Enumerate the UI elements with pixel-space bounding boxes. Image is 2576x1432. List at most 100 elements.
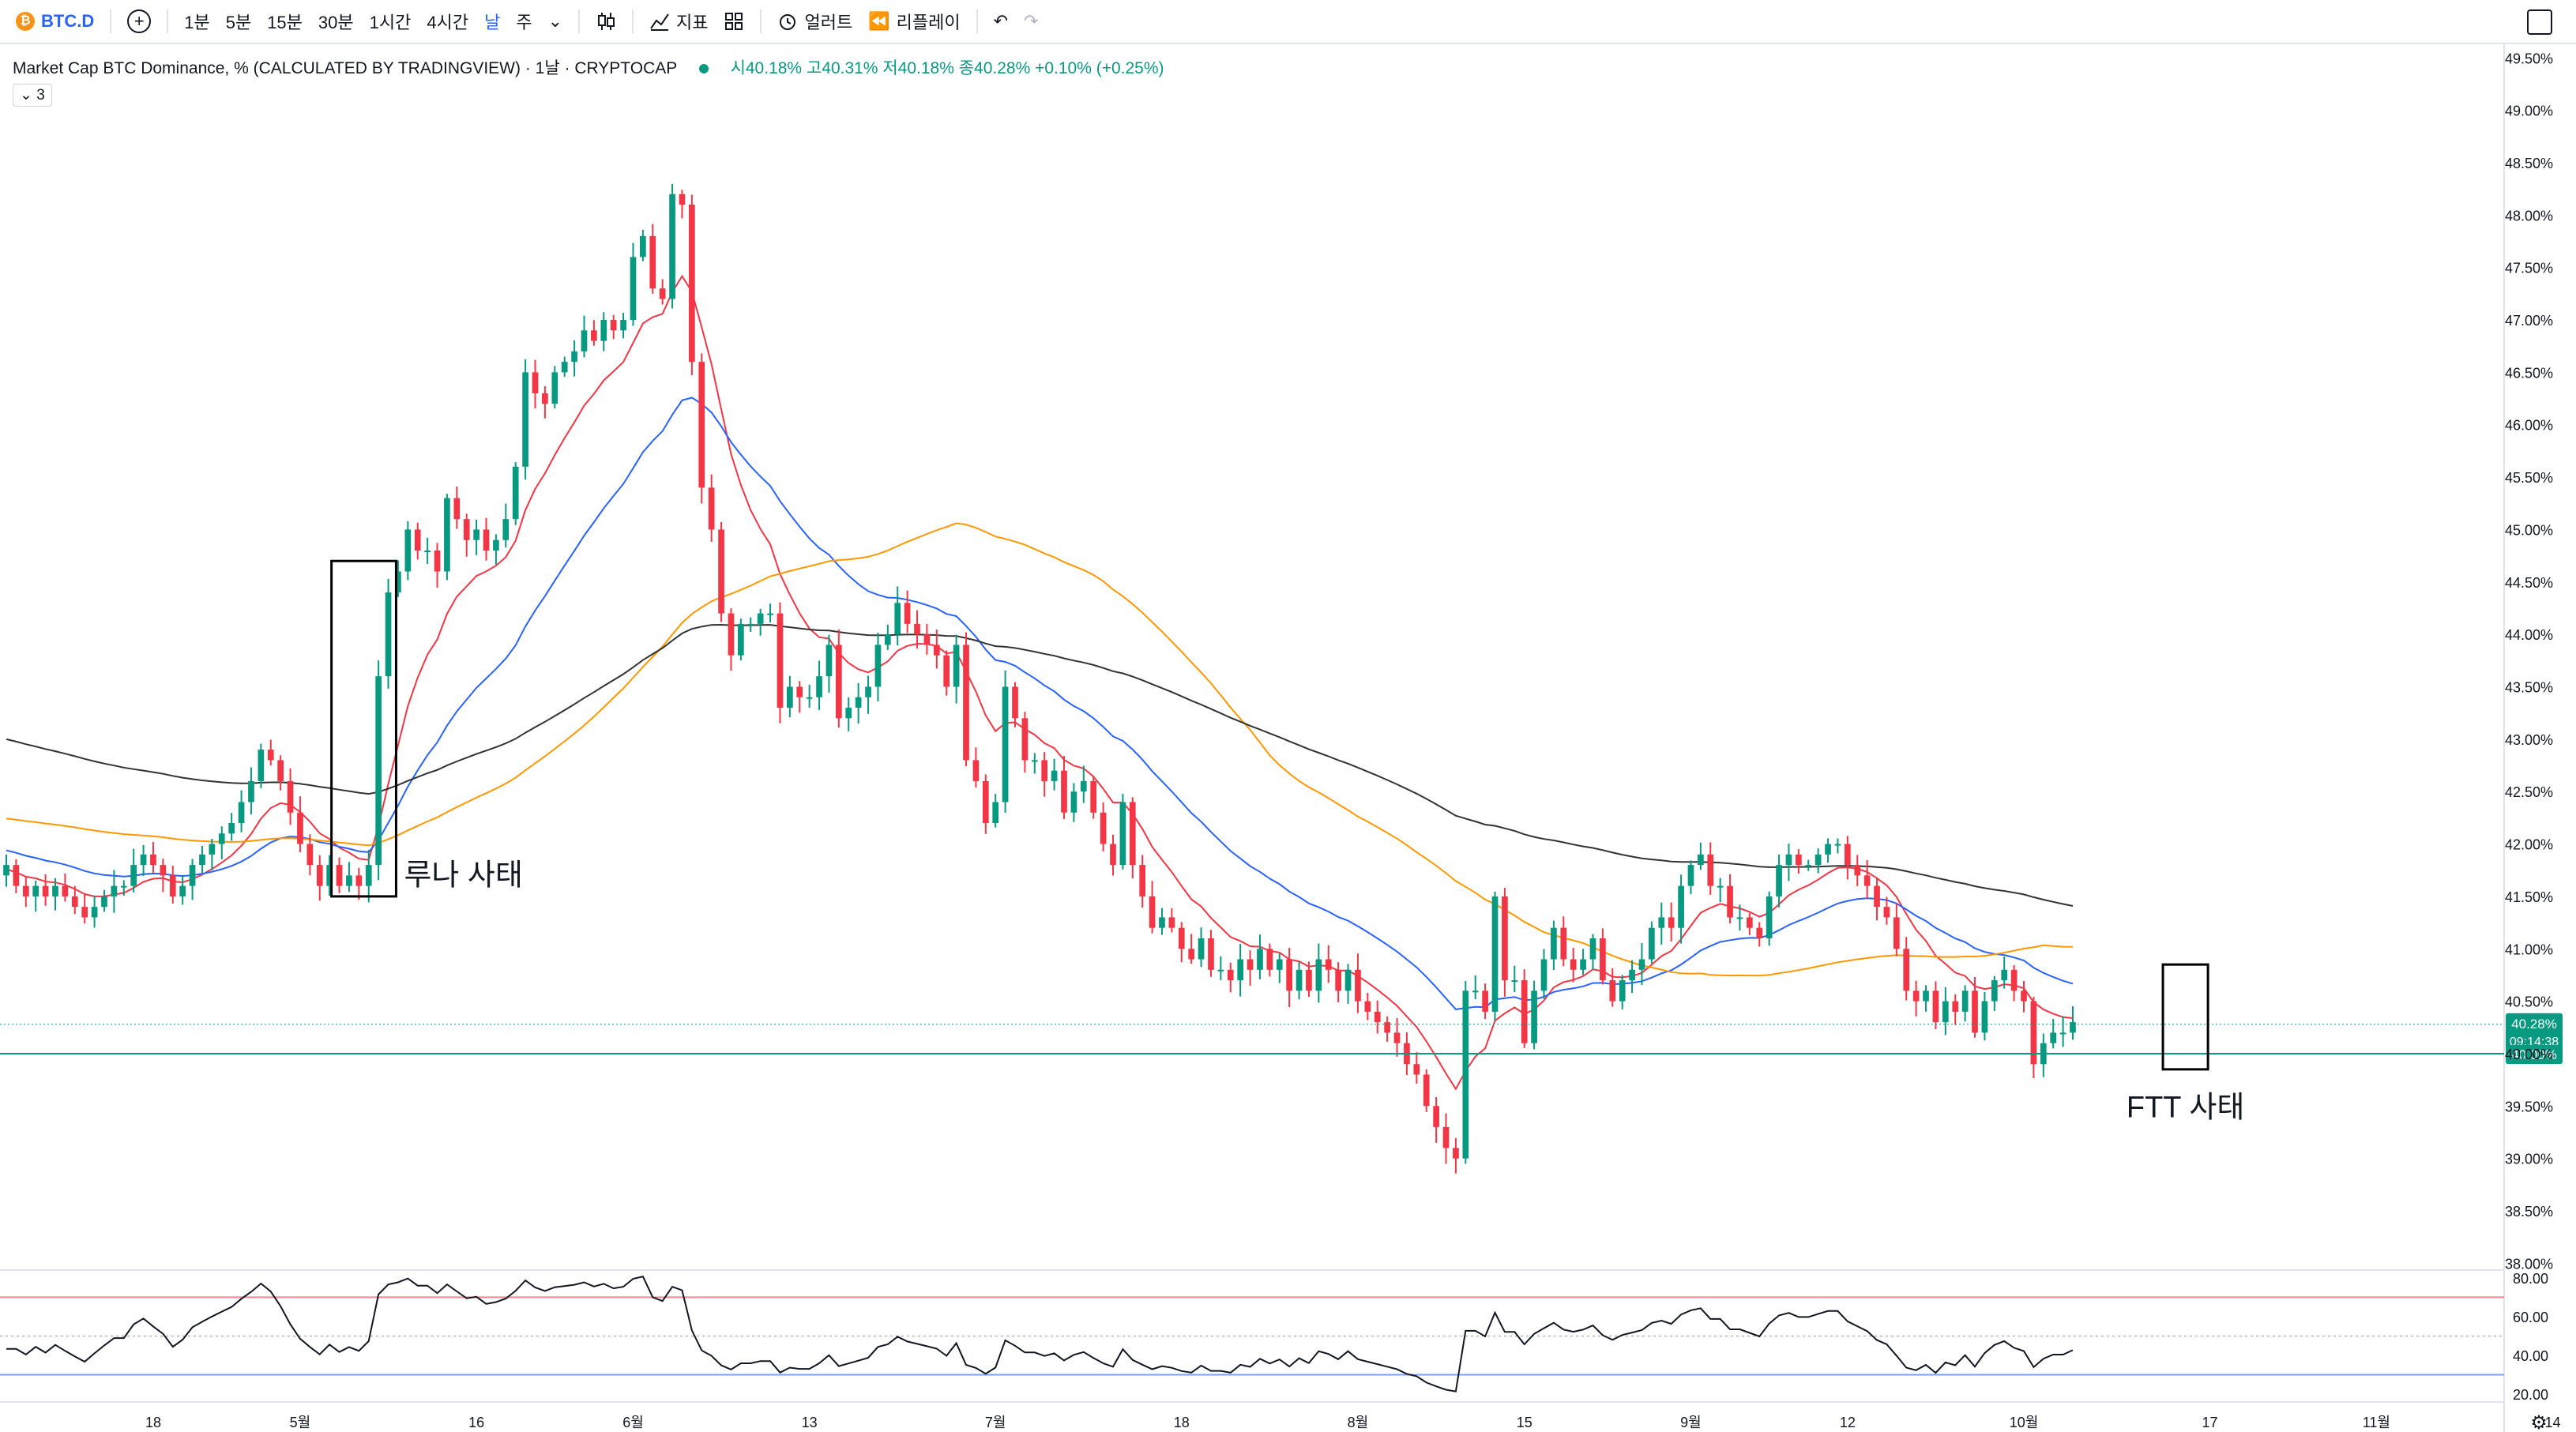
candle-body: [1619, 980, 1626, 1002]
alarm-clock-icon: [780, 14, 796, 30]
candle-body: [1932, 990, 1939, 1023]
price-tick-label: 44.50%: [2505, 575, 2553, 591]
candle-body: [1423, 1074, 1430, 1107]
candle-body: [679, 194, 686, 205]
candle-body: [561, 362, 568, 373]
candle-body: [1325, 959, 1332, 970]
price-tick-label: 41.50%: [2505, 889, 2553, 905]
symbol-name[interactable]: BTC.D: [41, 11, 95, 31]
candle-body: [1658, 917, 1665, 928]
ma-black-line: [6, 623, 2074, 907]
candle-body: [62, 885, 69, 896]
candle-body: [1266, 949, 1273, 970]
candle-body: [22, 885, 29, 896]
candle-body: [1276, 959, 1283, 970]
candle-body: [1776, 865, 1782, 896]
candle-body: [1668, 917, 1675, 928]
interval-2[interactable]: 15분: [267, 13, 303, 32]
candle-body: [1472, 990, 1479, 993]
rsi-line: [6, 1275, 2074, 1393]
candle-body: [1845, 844, 1851, 866]
candle-body: [2059, 1032, 2066, 1035]
interval-1[interactable]: 5분: [225, 13, 252, 32]
last-price-tag: [2506, 1013, 2563, 1051]
candles-icon: [598, 13, 615, 30]
alert-button[interactable]: 얼러트: [777, 9, 852, 34]
grid-icon: [725, 13, 743, 30]
interval-0[interactable]: 1분: [184, 13, 210, 32]
candle-body: [287, 780, 294, 813]
candle-body: [1335, 969, 1341, 991]
layouts-button[interactable]: [724, 11, 744, 32]
candle-body: [933, 645, 940, 656]
candle-body: [689, 205, 695, 363]
price-tick-label: 39.00%: [2505, 1152, 2553, 1167]
candle-body: [169, 875, 176, 896]
candle-body: [1442, 1126, 1450, 1148]
indicators-collapse-toggle[interactable]: ⌄ 3: [13, 84, 52, 107]
undo-button[interactable]: ↶: [994, 11, 1008, 32]
candle-body: [600, 320, 607, 341]
candle-body: [1217, 969, 1224, 972]
candle-body: [1257, 949, 1263, 970]
candle-body: [493, 539, 499, 551]
candle-body: [297, 812, 303, 844]
candle-body: [248, 780, 254, 802]
rsi-tick-label: 60.00: [2513, 1310, 2548, 1325]
candle-body: [1404, 1043, 1410, 1065]
interval-6[interactable]: 날: [484, 13, 501, 32]
interval-7[interactable]: 주: [516, 13, 532, 32]
candle-body: [101, 896, 107, 908]
bitcoin-icon: ₿: [16, 12, 35, 31]
candle-body: [189, 865, 196, 886]
candle-body: [943, 655, 950, 687]
candle-body: [277, 760, 284, 781]
candle-body: [1031, 760, 1038, 762]
candle-body: [365, 865, 372, 886]
candle-body: [444, 498, 450, 572]
interval-3[interactable]: 30분: [318, 13, 354, 32]
indicators-button[interactable]: 지표: [649, 9, 708, 34]
price-tick-label: 49.00%: [2505, 103, 2553, 119]
candle-body: [728, 613, 735, 656]
divider: [110, 9, 112, 33]
candle-body: [923, 634, 931, 645]
alert-label: 얼러트: [804, 13, 853, 32]
chart-type-button[interactable]: [596, 11, 616, 32]
time-tick-label: 9월: [1680, 1415, 1702, 1430]
time-tick-label: 15: [1517, 1415, 1532, 1430]
price-tick-label: 47.50%: [2505, 261, 2553, 276]
candle-body: [81, 907, 88, 918]
gear-icon: ⚙: [2530, 1412, 2548, 1432]
candle-body: [1168, 917, 1175, 928]
interval-dropdown[interactable]: ⌄: [548, 11, 562, 32]
candle-body: [1923, 990, 1929, 1002]
candle-body: [512, 466, 519, 520]
market-status-icon: [698, 64, 709, 74]
time-tick-label: 18: [145, 1415, 161, 1430]
plus-icon: +: [127, 9, 152, 33]
candle-body: [1051, 770, 1058, 781]
symbol-search[interactable]: ₿ BTC.D: [16, 11, 94, 32]
compare-button[interactable]: +: [127, 9, 152, 33]
legend-title[interactable]: Market Cap BTC Dominance, % (CALCULATED …: [13, 59, 677, 77]
candle-body: [218, 833, 225, 844]
candle-body: [1570, 959, 1577, 970]
redo-button[interactable]: ↷: [1024, 11, 1038, 32]
candle-body: [738, 623, 744, 656]
replay-button[interactable]: ⏪ 리플레이: [868, 9, 960, 34]
interval-5[interactable]: 4시간: [427, 13, 469, 32]
candle-body: [1482, 990, 1488, 1012]
candle-body: [1796, 854, 1802, 866]
time-tick-label: 11월: [2363, 1415, 2390, 1430]
candle-body: [1912, 990, 1920, 1002]
candle-body: [473, 529, 479, 540]
candle-body: [1952, 1001, 1959, 1012]
interval-4[interactable]: 1시간: [369, 13, 412, 32]
fullscreen-icon[interactable]: [2527, 9, 2552, 35]
price-tick-label: 43.50%: [2505, 679, 2553, 695]
candle-body: [1942, 1001, 1949, 1023]
price-tick-label: 40.00%: [2505, 1047, 2553, 1062]
candle-body: [385, 592, 392, 677]
candle-body: [542, 393, 548, 404]
